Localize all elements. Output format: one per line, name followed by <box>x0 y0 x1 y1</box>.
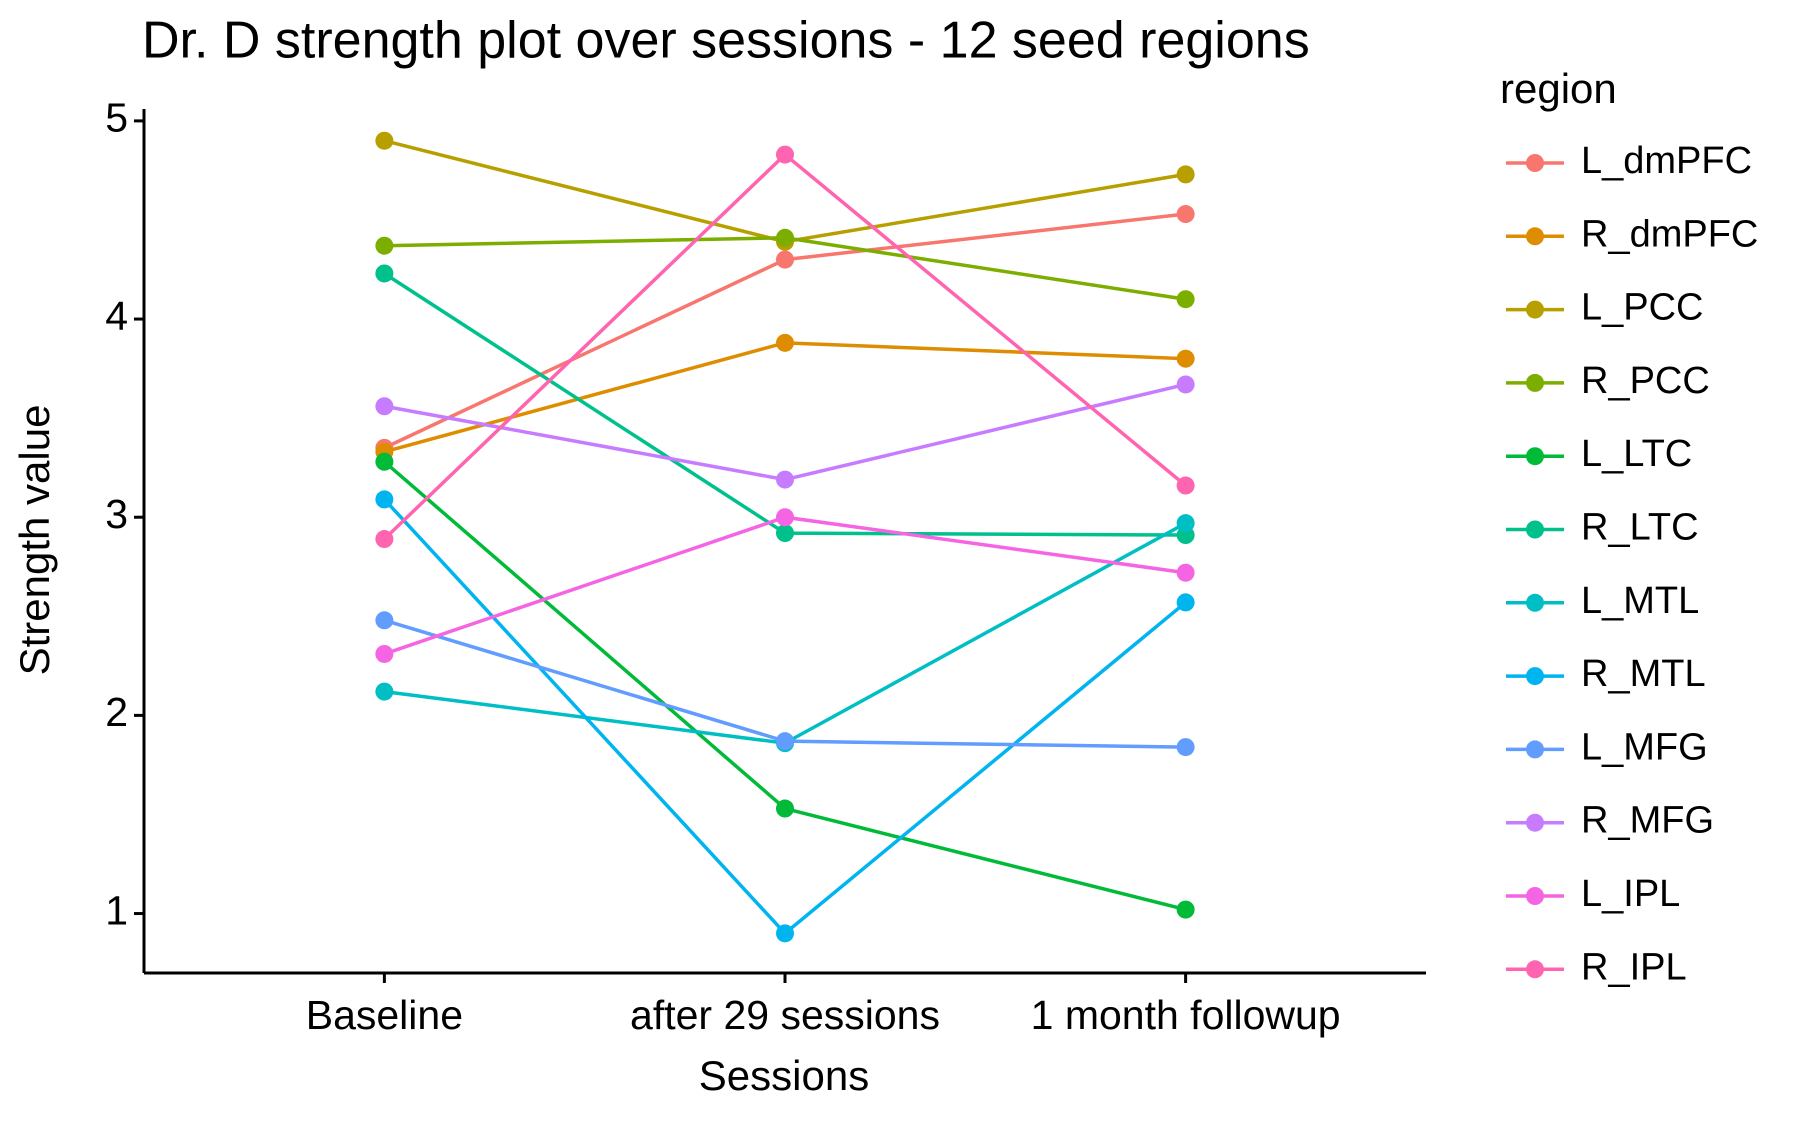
legend-label: L_MTL <box>1581 580 1699 622</box>
data-point <box>776 732 794 751</box>
legend-label: R_LTC <box>1581 507 1699 549</box>
data-point <box>375 530 394 549</box>
y-tick-label: 2 <box>105 689 128 735</box>
x-axis-label: Sessions <box>699 1052 869 1099</box>
series-line <box>383 341 1186 454</box>
data-point <box>1176 205 1195 224</box>
data-point <box>375 397 394 416</box>
data-point <box>1176 349 1195 368</box>
legend-key-point <box>1526 520 1544 539</box>
data-point <box>776 799 794 818</box>
legend-label: L_MFG <box>1581 726 1708 768</box>
data-point <box>1176 738 1195 757</box>
data-point <box>776 145 794 164</box>
data-point <box>375 611 394 630</box>
data-point <box>1176 900 1195 919</box>
chart-title: Dr. D strength plot over sessions - 12 s… <box>142 12 1310 70</box>
legend-label: R_PCC <box>1581 360 1710 402</box>
legend-title: region <box>1500 65 1617 112</box>
legend-label: L_LTC <box>1581 433 1692 475</box>
legend-key-point <box>1526 667 1544 686</box>
data-point <box>1176 563 1195 582</box>
legend-label: L_PCC <box>1581 287 1704 329</box>
x-tick-label: 1 month followup <box>1031 992 1341 1038</box>
data-point <box>776 508 794 527</box>
y-axis-label: Strength value <box>11 405 58 676</box>
data-point <box>375 131 394 150</box>
data-point <box>1176 476 1195 495</box>
data-point <box>375 682 394 701</box>
legend-label: R_MFG <box>1581 800 1714 842</box>
data-point <box>375 236 394 255</box>
x-tick-label: Baseline <box>306 992 463 1038</box>
legend-label: L_IPL <box>1581 873 1680 915</box>
legend-key-point <box>1526 300 1544 319</box>
data-point <box>1176 593 1195 612</box>
legend-key-point <box>1526 593 1544 612</box>
y-tick-label: 1 <box>105 887 128 933</box>
data-point <box>776 924 794 943</box>
data-point <box>1176 165 1195 184</box>
series-line <box>384 382 1187 482</box>
y-tick-label: 4 <box>105 293 128 339</box>
x-tick-label: after 29 sessions <box>630 992 940 1038</box>
legend-label: R_MTL <box>1581 653 1706 695</box>
y-tick-label: 3 <box>105 491 128 537</box>
data-point <box>375 452 394 471</box>
data-point <box>776 250 794 269</box>
legend-key-point <box>1526 227 1544 246</box>
legend-label: R_IPL <box>1581 946 1687 988</box>
legend-key-point <box>1526 447 1544 466</box>
legend-key-point <box>1526 740 1544 759</box>
legend-label: L_dmPFC <box>1581 140 1752 182</box>
data-point <box>375 264 394 283</box>
data-point <box>1176 290 1195 309</box>
legend-key-point <box>1526 813 1544 832</box>
data-point <box>375 644 394 663</box>
data-point <box>776 228 794 247</box>
series-line <box>383 618 1186 749</box>
data-point <box>776 524 794 543</box>
legend-key-point <box>1526 960 1544 979</box>
legend-label: R_dmPFC <box>1581 213 1758 255</box>
legend-key-point <box>1526 887 1544 905</box>
series-line <box>383 272 1186 537</box>
legend-key-point <box>1526 373 1544 392</box>
legend-key-point <box>1526 154 1544 172</box>
y-tick-label: 5 <box>105 95 128 141</box>
data-point <box>1176 514 1195 533</box>
data-point <box>1176 375 1195 394</box>
data-point <box>375 490 394 509</box>
data-point <box>776 333 794 352</box>
data-point <box>776 470 794 489</box>
